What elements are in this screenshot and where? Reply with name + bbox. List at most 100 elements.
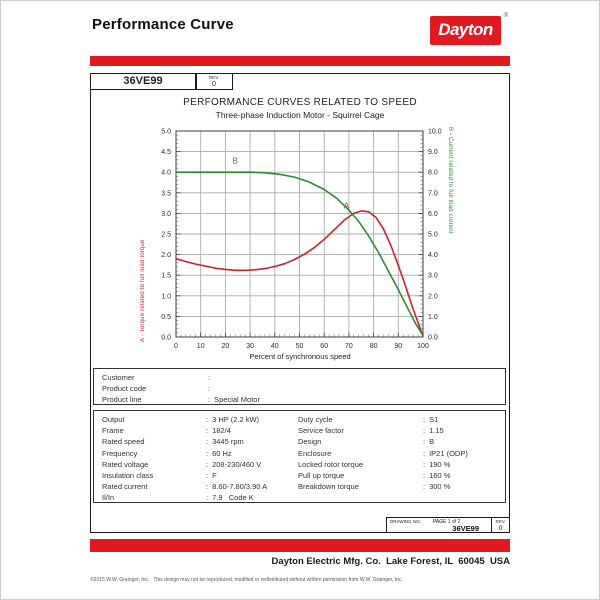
field-separator: : <box>423 437 426 447</box>
left-axis-tick-label: 1.5 <box>161 273 171 280</box>
field-separator: : <box>206 482 209 492</box>
field-value: 8.60-7.80/3.90 A <box>212 482 268 492</box>
left-axis-tick-label: 3.5 <box>161 190 171 197</box>
field-row: Product line: Special Motor <box>102 394 505 405</box>
registered-trademark-icon: ® <box>503 13 508 19</box>
field-label: Service factor <box>298 426 344 436</box>
dayton-logo-text: Dayton <box>438 20 493 39</box>
plot-frame <box>175 130 424 338</box>
curve-A <box>175 210 424 337</box>
revision-label: REV. <box>208 75 220 80</box>
left-axis-tick-label: 1.0 <box>161 293 171 300</box>
field-separator: : <box>423 415 426 424</box>
field-separator: : <box>423 482 426 492</box>
drawing-number: 36VE99 <box>452 524 479 533</box>
right-axis-tick-label: 8.0 <box>428 170 438 177</box>
page-title: Performance Curve <box>92 16 234 33</box>
field-separator: : <box>423 459 426 469</box>
chart-subtitle: Three-phase Induction Motor - Squirrel C… <box>215 110 385 120</box>
specs-right-column: Duty cycle: S1 Service factor:1.15 Design: B… <box>298 414 505 492</box>
right-axis-tick-label: 7.0 <box>428 190 438 197</box>
right-axis-tick-label: 9.0 <box>428 149 438 156</box>
field-row: Rated speed:3445 rpm <box>102 436 298 447</box>
field-separator: : <box>423 426 426 436</box>
field-value: 190 % <box>429 459 451 469</box>
field-label: Duty cycle <box>298 415 333 424</box>
customer-info-table: Customer: Product code: Product line: Speci… <box>93 368 506 405</box>
x-axis-tick-label: 50 <box>296 343 304 350</box>
field-value: 208-230/460 V <box>212 459 262 469</box>
field-value: F <box>212 471 217 481</box>
title-block-rev-label: REV. <box>495 519 506 524</box>
field-label: Product code <box>102 384 147 394</box>
field-label: Insulation class <box>102 471 154 481</box>
field-value: S1 <box>429 415 439 424</box>
footer-red-divider <box>90 539 510 552</box>
x-axis-tick-label: 80 <box>370 343 378 350</box>
specs-left-column: Output:3 HP (2.2 kW) Frame:182/4 Rated spe… <box>102 414 298 504</box>
field-value: 60 Hz <box>212 448 232 458</box>
field-label: Locked rotor torque <box>298 459 364 469</box>
x-axis-title: Percent of synchronous speed <box>249 352 351 361</box>
left-axis-tick-label: 2.5 <box>161 232 171 239</box>
field-label: Customer <box>102 373 135 382</box>
field-row: Duty cycle: S1 <box>298 414 505 425</box>
left-axis-tick-label: 5.0 <box>161 129 171 136</box>
field-label: Il/In <box>102 493 115 503</box>
field-value: IP21 (ODP) <box>429 448 468 458</box>
field-row: Insulation class: F <box>102 470 298 481</box>
field-separator: : <box>206 471 209 481</box>
field-value: 300 % <box>429 482 451 492</box>
field-separator: : <box>206 437 209 447</box>
left-axis-tick-label: 0.0 <box>161 335 171 342</box>
drawing-border-frame <box>90 73 510 533</box>
performance-chart: A B 0.0 0.5 1.0 1.5 2.0 2.5 3.0 3.5 4.0 4.5 5.0 0.0 1.… <box>161 129 441 351</box>
field-separator: : <box>206 493 209 503</box>
field-value: 160 % <box>429 471 451 481</box>
x-axis-tick-label: 60 <box>320 343 328 350</box>
right-axis-tick-label: 6.0 <box>428 211 438 218</box>
field-label: Output <box>102 415 125 424</box>
x-axis-tick-label: 40 <box>271 343 279 350</box>
field-separator: : <box>206 415 209 424</box>
field-row: Customer: <box>102 372 505 383</box>
field-label: Frequency <box>102 448 138 458</box>
field-separator: : <box>208 384 211 394</box>
title-block-rev-cell: REV. 0 <box>492 518 509 532</box>
left-axis-tick-label: 4.0 <box>161 170 171 177</box>
field-row: Locked rotor torque:190 % <box>298 459 505 470</box>
curve-label-A: A <box>344 201 350 210</box>
field-row: Il/In:7.9 Code K <box>102 492 298 503</box>
field-value: 182/4 <box>212 426 231 436</box>
title-block-rev-value: 0 <box>498 525 503 532</box>
field-value: 3 HP (2.2 kW) <box>212 415 260 424</box>
x-axis-tick-label: 70 <box>345 343 353 350</box>
company-address: Dayton Electric Mfg. Co. Lake Forest, IL… <box>271 556 510 567</box>
field-label: Rated current <box>102 482 148 492</box>
x-axis-tick-label: 0 <box>174 343 178 350</box>
field-row: Rated current:8.60-7.80/3.90 A <box>102 481 298 492</box>
right-axis-tick-label: 3.0 <box>428 273 438 280</box>
title-block-left-cell: DRAWING NO. PAGE 1 of 2 36VE99 <box>387 518 492 533</box>
right-axis-tick-label: 2.0 <box>428 293 438 300</box>
left-axis-tick-label: 3.0 <box>161 211 171 218</box>
field-label: Design <box>298 437 322 447</box>
dayton-logo: Dayton ® <box>430 13 508 45</box>
field-row: Service factor:1.15 <box>298 425 505 436</box>
page-indicator: PAGE 1 of 2 <box>432 519 461 525</box>
field-row: Frame:182/4 <box>102 425 298 436</box>
field-row: Output:3 HP (2.2 kW) <box>102 414 298 425</box>
part-number-box: 36VE99 <box>90 73 196 90</box>
left-axis-title-torque: A - Torque related to full load torque <box>140 239 146 342</box>
curve-label-B: B <box>233 157 238 166</box>
x-axis-tick-label: 100 <box>417 343 429 350</box>
x-axis-tick-label: 10 <box>197 343 205 350</box>
right-axis-tick-label: 4.0 <box>428 252 438 259</box>
left-axis-tick-label: 0.5 <box>161 314 171 321</box>
field-separator: : <box>423 448 426 458</box>
drawing-title-block: DRAWING NO. PAGE 1 of 2 36VE99 REV. 0 <box>386 517 510 533</box>
drawing-no-label: DRAWING NO. <box>390 519 421 524</box>
field-label: Pull up torque <box>298 471 345 481</box>
right-axis-tick-label: 0.0 <box>428 335 438 342</box>
